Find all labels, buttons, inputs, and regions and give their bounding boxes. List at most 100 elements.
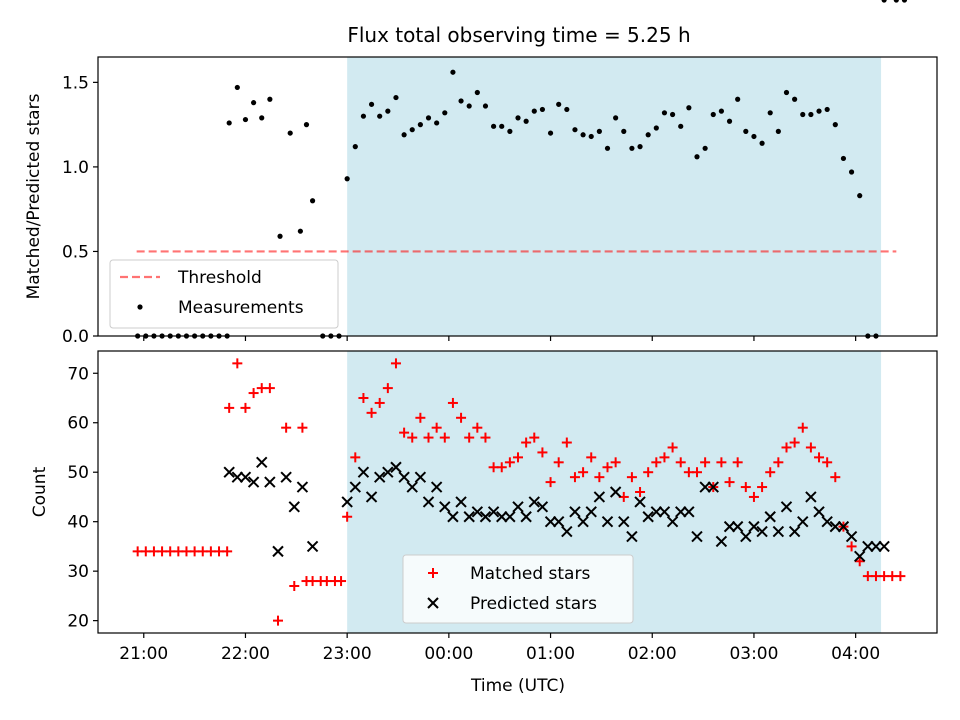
matched-star-point: [822, 457, 833, 468]
marker-stroke: [658, 506, 671, 518]
matched-star-point: [390, 358, 401, 369]
predicted-star-point: [772, 525, 785, 538]
matched-star-point: [846, 541, 857, 552]
measurement-point: [401, 132, 407, 138]
measurement-point: [491, 123, 497, 129]
predicted-star-point: [306, 540, 319, 553]
predicted-star-point: [854, 550, 866, 563]
matched-star-point: [472, 422, 483, 433]
measurement-point: [507, 128, 513, 134]
marker-stroke: [878, 540, 890, 553]
matched-star-point: [342, 511, 353, 522]
marker-stroke: [707, 481, 719, 493]
measurement-point: [458, 98, 464, 104]
marker-stroke: [349, 481, 362, 493]
predicted-star-point: [707, 481, 719, 493]
matched-star-point: [336, 576, 347, 587]
measurement-point: [344, 176, 350, 182]
top-legend: Threshold Measurements: [109, 259, 339, 329]
matched-star-point: [602, 462, 613, 473]
marker-stroke: [496, 511, 508, 523]
matched-star-point: [366, 407, 377, 418]
marker-stroke: [512, 501, 524, 513]
marker-stroke: [845, 530, 858, 543]
matched-star-point: [513, 452, 524, 463]
matched-star-point: [773, 457, 784, 468]
predicted-star-point: [829, 520, 842, 533]
measurement-point: [613, 115, 619, 121]
legend-threshold-label: Threshold: [177, 268, 262, 288]
measurement-point: [824, 106, 830, 113]
measurement-point: [848, 169, 855, 175]
marker-stroke: [264, 476, 276, 488]
predicted-star-point: [223, 466, 235, 478]
predicted-star-point: [349, 481, 362, 493]
x-tick-label: 03:00: [729, 644, 778, 664]
marker-stroke: [455, 496, 467, 508]
measurement-point: [645, 132, 651, 138]
measurement-point: [417, 122, 423, 128]
top-y-axis-label: Matched/Predicted stars: [24, 93, 44, 299]
top-x-ticks: [143, 336, 857, 341]
marker-stroke: [544, 515, 557, 528]
marker-stroke: [691, 530, 703, 543]
measurement-point: [718, 108, 725, 114]
measurement-point: [474, 89, 480, 96]
marker-stroke: [870, 540, 882, 553]
matched-star-point: [358, 393, 369, 403]
matched-star-point: [431, 422, 442, 433]
bottom-axes-frame: [97, 350, 938, 634]
y-tick-label: 20: [67, 612, 89, 632]
measurement-point: [242, 116, 249, 123]
measurement-point: [287, 130, 293, 136]
predicted-star-point: [569, 506, 581, 518]
bottom-y-ticks: 20 30 40 50 60 70: [67, 364, 98, 632]
legend-measurements-label: Measurements: [178, 298, 304, 318]
marker-stroke: [683, 506, 695, 518]
predicted-star-point: [788, 525, 801, 538]
measurement-point: [499, 123, 505, 129]
measurement-point: [669, 111, 676, 118]
predicted-star-point: [764, 511, 776, 523]
measurement-point: [808, 111, 814, 118]
marker-stroke: [390, 461, 402, 473]
bottom-legend-box: [402, 554, 634, 624]
predicted-star-point: [634, 496, 646, 508]
measurement-point: [694, 154, 700, 160]
marker-stroke: [422, 496, 435, 508]
matched-star-point: [537, 447, 548, 458]
matched-star-point: [586, 452, 597, 463]
predicted-star-point: [740, 530, 752, 543]
predicted-star-point: [650, 506, 663, 518]
measurement-point: [653, 125, 659, 131]
marker-stroke: [357, 466, 370, 478]
x-tick-label: 00:00: [424, 644, 473, 664]
marker-stroke: [715, 535, 728, 548]
predicted-star-point: [341, 496, 353, 508]
predicted-star-point: [675, 506, 687, 518]
matched-star-point: [675, 457, 686, 468]
matched-star-point: [561, 437, 572, 448]
matched-star-point: [651, 457, 662, 468]
legend-predicted-swatch: [427, 597, 439, 609]
marker-stroke: [829, 520, 842, 533]
predicted-star-point: [577, 515, 589, 528]
marker-stroke: [272, 545, 284, 558]
measurement-point: [726, 118, 733, 124]
predicted-star-point: [601, 515, 614, 528]
marker-stroke: [439, 501, 451, 513]
measurement-point: [792, 96, 798, 102]
y-tick-label: 1.5: [62, 73, 89, 93]
y-tick-label: 60: [67, 414, 89, 434]
marker-stroke: [585, 506, 597, 518]
marker-stroke: [427, 597, 439, 609]
measurement-point: [450, 69, 456, 75]
matched-star-point: [667, 442, 678, 453]
predicted-star-point: [422, 496, 435, 508]
marker-stroke: [805, 491, 817, 503]
matched-star-point: [439, 432, 450, 443]
marker-stroke: [650, 506, 663, 518]
top-legend-box: [109, 259, 339, 329]
top-y-ticks: 0.0 0.5 1.0 1.5: [62, 73, 98, 347]
predicted-star-point: [780, 501, 793, 513]
